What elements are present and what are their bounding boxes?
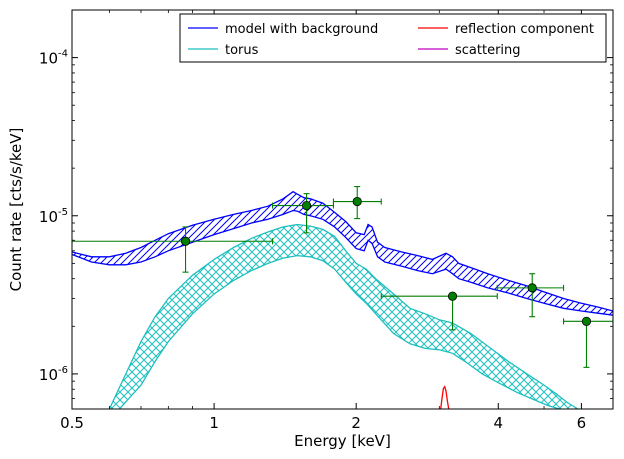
data-point-5 (496, 273, 565, 318)
legend-entry: model with background (188, 22, 378, 37)
data-point-4 (380, 291, 498, 331)
x-tick-label: 0.5 (60, 414, 84, 432)
data-marker (180, 236, 191, 246)
plot-frame (71, 9, 614, 410)
reflection-component-line (440, 385, 450, 409)
y-tick-label: 10-6 (39, 365, 68, 384)
series-layer (72, 186, 613, 409)
x-tick-label: 4 (494, 414, 504, 432)
x-axis-label: Energy [keV] (294, 432, 391, 450)
legend-label: model with background (225, 22, 378, 37)
x-tick-label: 6 (577, 414, 587, 432)
y-tick-label: 10-4 (39, 49, 68, 68)
legend-entry: reflection component (418, 22, 594, 37)
legend-box (179, 13, 607, 63)
legend-label: reflection component (455, 22, 594, 37)
legend-entry: scattering (418, 43, 521, 58)
legend-label: scattering (455, 43, 521, 58)
y-tick-label: 10-5 (39, 207, 68, 226)
data-point-3 (332, 186, 382, 220)
y-axis-label: Count rate [cts/s/keV] (7, 128, 25, 292)
data-marker (527, 283, 537, 293)
data-point-6 (563, 316, 613, 368)
x-tick-label: 1 (209, 414, 219, 432)
torus-lower-line (118, 254, 560, 409)
x-tick-label: 2 (351, 414, 361, 432)
data-marker (352, 196, 362, 207)
data-marker (301, 200, 312, 211)
model-with-background-upper-line (72, 190, 613, 312)
legend: model with background reflection componen… (179, 13, 607, 63)
data-point-1 (72, 226, 274, 273)
data-marker (447, 291, 458, 301)
legend-label: torus (225, 43, 259, 58)
data-point-2 (272, 193, 334, 234)
axes-layer: 0.5 1 2 4 6 10-6 10-5 10-4 (39, 9, 614, 432)
torus-upper-line (108, 223, 579, 409)
data-marker (581, 316, 592, 326)
torus-band-fill (109, 224, 579, 409)
legend-entry: torus (188, 43, 259, 58)
